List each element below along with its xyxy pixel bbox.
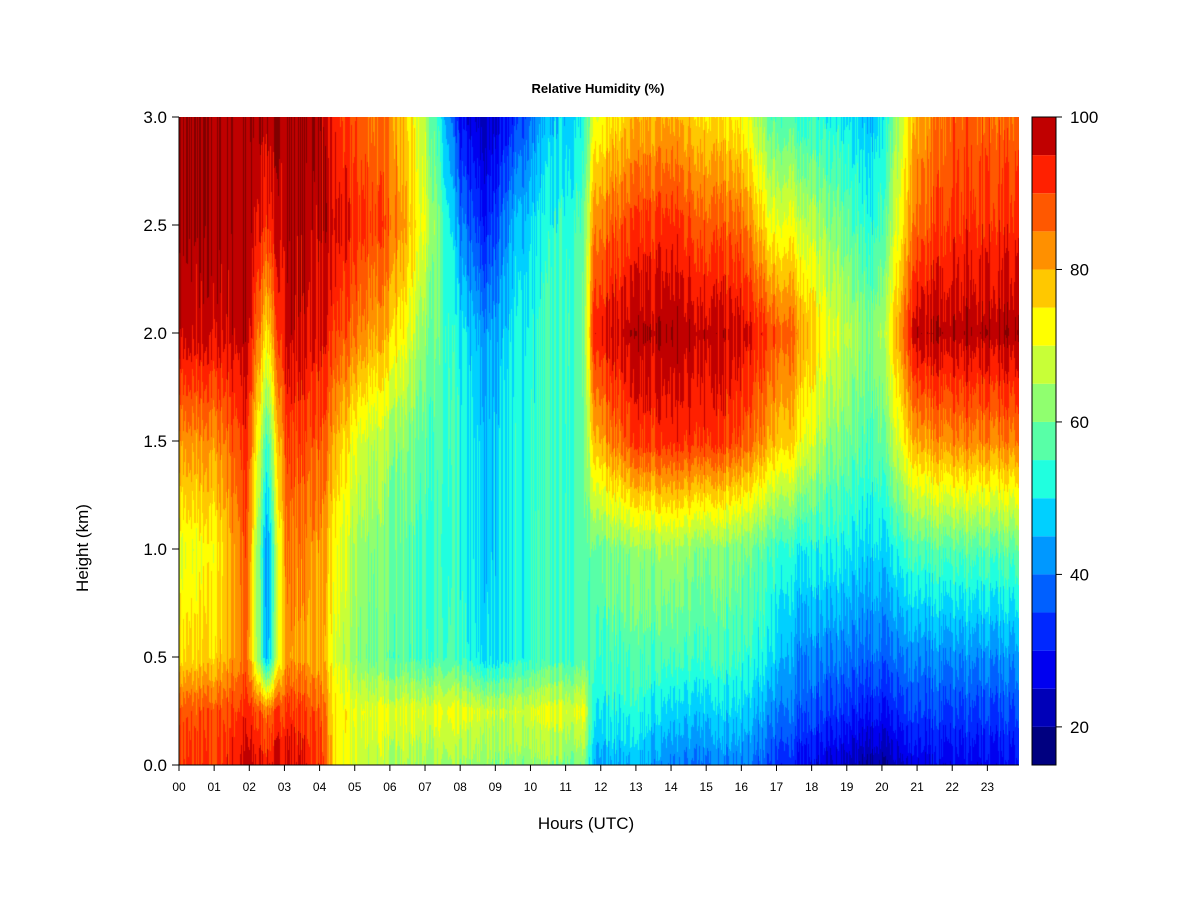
x-tick-label: 01 [207,780,221,794]
colorbar-swatch [1032,574,1056,613]
x-axis: 00 01 02 03 04 05 06 07 08 09 10 11 12 13 14 15 16 17 18 19… [172,764,1019,794]
x-tick-label: 03 [278,780,292,794]
x-tick-label: 15 [700,780,714,794]
colorbar-tick-label: 80 [1070,260,1089,279]
y-tick-label: 3.0 [143,108,167,127]
colorbar-swatch [1032,498,1056,537]
chart-title: Relative Humidity (%) [532,81,665,96]
colorbar-tick-label: 40 [1070,565,1089,584]
x-tick-label: 04 [313,780,327,794]
colorbar-swatch [1032,193,1056,232]
x-tick-label: 22 [946,780,960,794]
x-tick-label: 13 [629,780,643,794]
y-axis-label: Height (km) [73,504,92,592]
x-tick-label: 09 [489,780,503,794]
colorbar-swatch [1032,269,1056,308]
y-tick-label: 1.5 [143,432,167,451]
colorbar-swatch [1032,383,1056,422]
y-tick-label: 2.0 [143,324,167,343]
colorbar-swatch [1032,460,1056,499]
x-tick-label: 00 [172,780,186,794]
heatmap-field [179,117,1019,765]
x-tick-label: 23 [981,780,995,794]
y-axis: 0.0 0.5 1.0 1.5 2.0 2.5 3.0 [143,108,180,775]
x-tick-label: 17 [770,780,784,794]
y-tick-label: 0.5 [143,648,167,667]
x-tick-label: 10 [524,780,538,794]
colorbar-swatch [1032,307,1056,346]
x-tick-label: 08 [453,780,467,794]
x-tick-label: 21 [910,780,924,794]
x-tick-label: 02 [243,780,257,794]
colorbar-swatch [1032,421,1056,461]
colorbar-swatch [1032,688,1056,727]
colorbar-swatch [1032,612,1056,651]
colorbar-tick-label: 60 [1070,413,1089,432]
y-tick-label: 1.0 [143,540,167,559]
x-tick-label: 19 [840,780,854,794]
x-tick-label: 07 [418,780,432,794]
x-tick-label: 05 [348,780,362,794]
colorbar-swatch [1032,345,1056,384]
colorbar-tick-label: 100 [1070,108,1098,127]
colorbar-border [1031,116,1057,766]
y-tick-label: 2.5 [143,216,167,235]
colorbar-swatch [1032,726,1056,765]
colorbar-swatch [1032,231,1056,270]
x-tick-label: 18 [805,780,819,794]
colorbar-swatch [1032,536,1056,575]
x-tick-label: 06 [383,780,397,794]
colorbar-swatch [1032,117,1056,156]
x-tick-label: 12 [594,780,608,794]
y-tick-label: 0.0 [143,756,167,775]
x-tick-label: 20 [875,780,889,794]
x-axis-label: Hours (UTC) [538,814,634,833]
x-tick-label: 11 [559,780,572,794]
plot-area [179,117,1019,765]
colorbar-tick-label: 20 [1070,718,1089,737]
x-tick-label: 14 [664,780,678,794]
colorbar-swatch [1032,155,1056,194]
colorbar-swatch [1032,650,1056,689]
x-tick-label: 16 [735,780,749,794]
colorbar: 20 40 60 80 100 [1031,108,1098,766]
